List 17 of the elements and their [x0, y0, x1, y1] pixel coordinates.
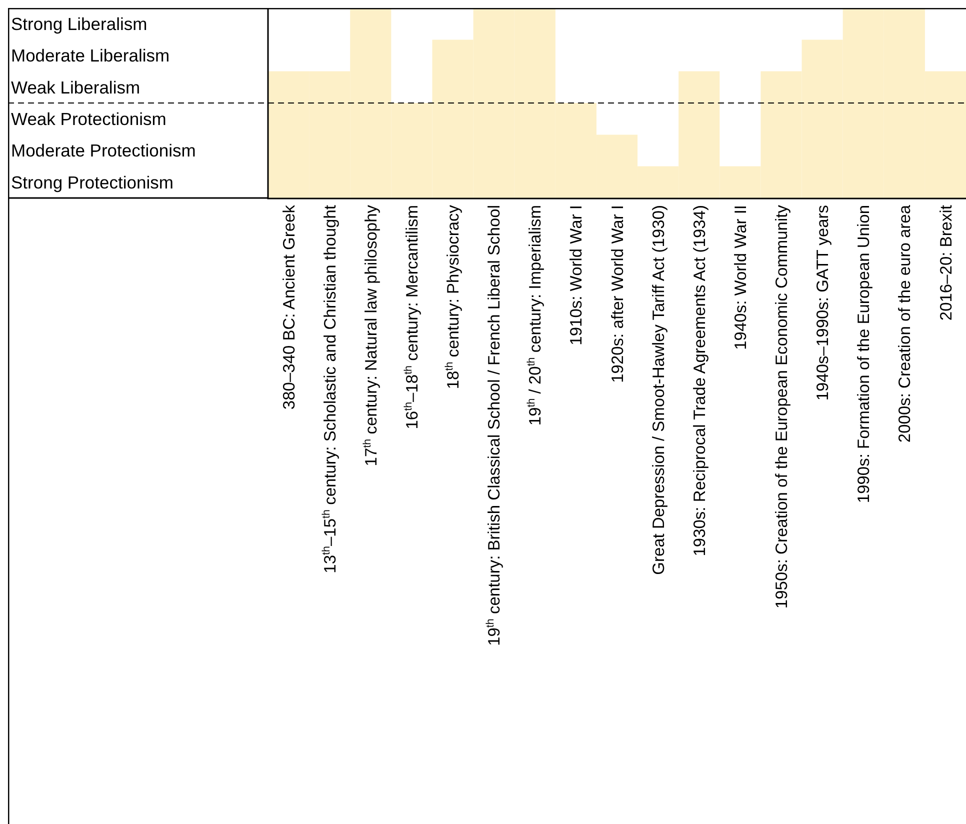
text: Moderate Protectionism — [11, 140, 196, 161]
text: Moderate Liberalism — [11, 46, 170, 66]
x-tick-label: 1930s: Reciprocal Trade Agreements Act (1934) — [690, 205, 709, 556]
x-tick-label: Great Depression / Smoot-Hawley Tariff Act (1930) — [650, 205, 668, 575]
text: Strong Liberalism — [11, 14, 148, 34]
x-tick-label: 1940s: World War II — [732, 205, 750, 350]
x-tick-label: 1920s: after World War I — [608, 205, 627, 383]
x-tick-label: 380–340 BC: Ancient Greek — [280, 204, 298, 410]
text: Strong Protectionism — [11, 172, 174, 192]
x-tick-label: 1940s–1990s: GATT years — [814, 205, 832, 401]
x-tick-label: 1950s: Creation of the European Economic Community — [773, 204, 792, 609]
text: Weak Protectionism — [11, 108, 166, 129]
x-tick-label: 2000s: Creation of the euro area — [896, 204, 914, 443]
text: Weak Liberalism — [11, 77, 140, 98]
x-tick-label: 1910s: World War I — [568, 205, 586, 346]
x-tick-label: 2016–20: Brexit — [937, 204, 956, 321]
x-tick-label: 1990s: Formation of the European Union — [855, 205, 874, 504]
